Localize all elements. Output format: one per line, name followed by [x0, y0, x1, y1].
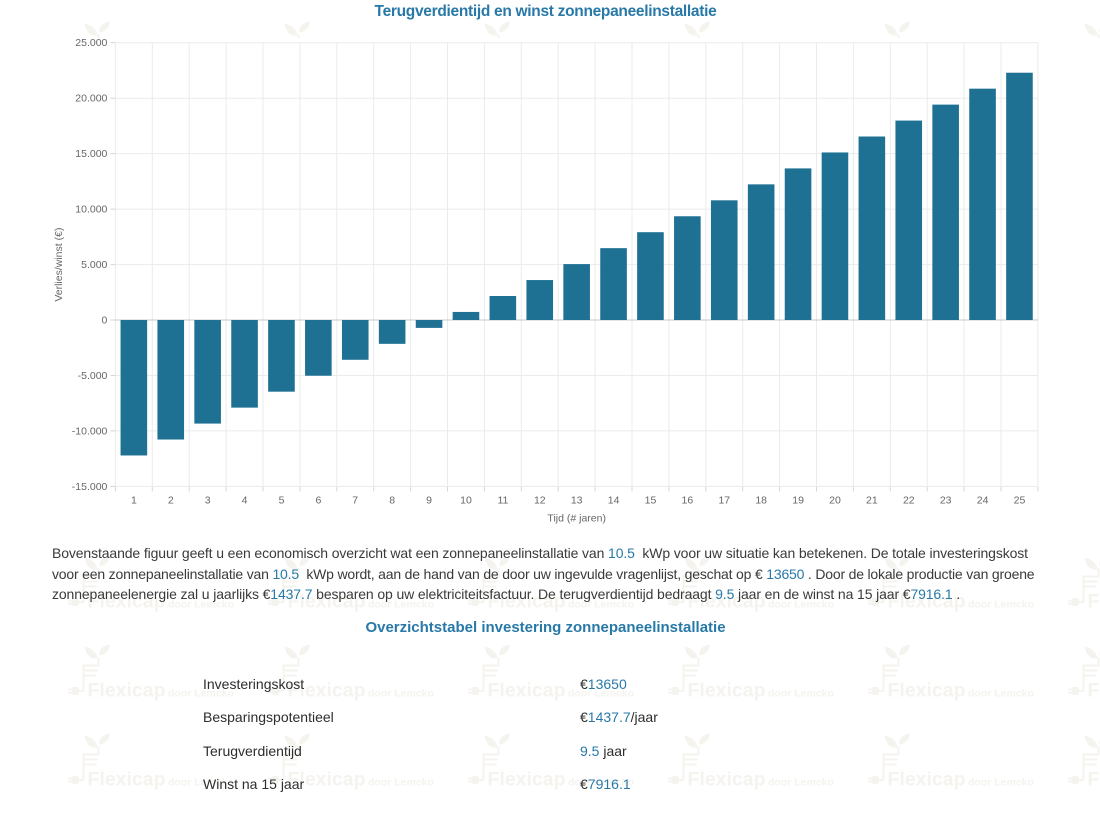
svg-text:23: 23: [940, 495, 952, 507]
svg-text:24: 24: [977, 495, 989, 507]
svg-text:16: 16: [682, 495, 694, 507]
svg-text:10.000: 10.000: [75, 204, 107, 216]
svg-text:22: 22: [903, 495, 915, 507]
svg-text:Verlies/winst (€): Verlies/winst (€): [53, 228, 65, 302]
svg-text:6: 6: [315, 495, 321, 507]
svg-text:19: 19: [792, 495, 804, 507]
svg-text:12: 12: [534, 495, 546, 507]
svg-text:7: 7: [352, 495, 358, 507]
svg-text:25: 25: [1014, 495, 1026, 507]
svg-text:Tijd (# jaren): Tijd (# jaren): [547, 513, 606, 525]
svg-text:5: 5: [279, 495, 285, 507]
svg-text:14: 14: [608, 495, 620, 507]
svg-text:1: 1: [131, 495, 137, 507]
svg-text:4: 4: [242, 495, 248, 507]
svg-text:0: 0: [102, 315, 108, 327]
svg-text:25.000: 25.000: [75, 37, 107, 49]
svg-text:8: 8: [389, 495, 395, 507]
svg-text:13: 13: [571, 495, 583, 507]
svg-text:18: 18: [755, 495, 767, 507]
svg-text:17: 17: [718, 495, 730, 507]
svg-text:-10.000: -10.000: [72, 425, 108, 437]
svg-text:2: 2: [168, 495, 174, 507]
svg-text:-5.000: -5.000: [78, 370, 108, 382]
svg-text:3: 3: [205, 495, 211, 507]
svg-text:5.000: 5.000: [81, 259, 107, 271]
svg-text:20.000: 20.000: [75, 93, 107, 105]
svg-text:-15.000: -15.000: [72, 481, 108, 493]
svg-text:15.000: 15.000: [75, 148, 107, 160]
svg-text:20: 20: [829, 495, 841, 507]
svg-text:10: 10: [460, 495, 472, 507]
svg-text:15: 15: [645, 495, 657, 507]
svg-text:11: 11: [497, 495, 508, 507]
svg-text:9: 9: [426, 495, 432, 507]
svg-text:21: 21: [866, 495, 878, 507]
